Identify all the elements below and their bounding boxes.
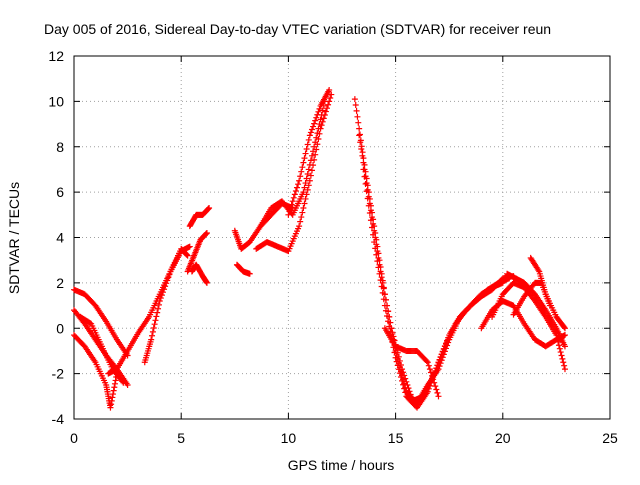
data-layer <box>71 87 568 411</box>
data-point <box>434 390 440 396</box>
label-layer: 0 5 10 15 20 25 -4 -2 0 2 4 6 8 10 12 <box>48 48 618 446</box>
data-point <box>306 137 312 143</box>
y-tick-label: 6 <box>56 184 64 200</box>
data-point <box>300 160 306 166</box>
y-tick-label: 8 <box>56 139 64 155</box>
data-point <box>112 381 118 387</box>
data-point <box>315 109 321 115</box>
x-tick-label: 20 <box>495 430 511 446</box>
data-point <box>298 214 304 220</box>
data-point <box>298 169 304 175</box>
series-track-n <box>285 87 332 218</box>
x-tick-label: 0 <box>70 430 78 446</box>
data-point <box>307 132 313 138</box>
data-point <box>559 356 565 362</box>
data-point <box>300 205 306 211</box>
data-point <box>357 131 363 137</box>
y-tick-label: 0 <box>56 320 64 336</box>
y-axis-label: SDTVAR / TECUs <box>6 182 22 294</box>
data-point <box>301 200 307 206</box>
data-point <box>301 155 307 161</box>
data-point <box>352 96 358 102</box>
data-point <box>150 329 156 335</box>
data-point <box>309 167 315 173</box>
data-point <box>562 366 568 372</box>
y-tick-label: 12 <box>48 48 64 64</box>
y-tick-label: 10 <box>48 93 64 109</box>
x-tick-label: 15 <box>388 430 404 446</box>
x-tick-label: 25 <box>602 430 618 446</box>
data-point <box>432 383 438 389</box>
series-track-i <box>187 205 212 229</box>
data-point <box>309 127 315 133</box>
data-point <box>559 352 565 358</box>
data-point <box>311 121 317 127</box>
data-point <box>557 346 563 352</box>
data-point <box>353 102 359 108</box>
data-point <box>297 219 303 225</box>
data-point <box>149 333 155 339</box>
data-point <box>358 146 364 152</box>
data-point <box>312 118 318 124</box>
data-point <box>356 126 362 132</box>
data-point <box>308 129 314 135</box>
data-point <box>294 185 300 191</box>
data-point <box>151 325 157 331</box>
data-point <box>303 151 309 157</box>
chart-title: Day 005 of 2016, Sidereal Day-to-day VTE… <box>44 21 551 37</box>
data-point <box>435 393 441 399</box>
data-point <box>155 306 161 312</box>
x-tick-label: 5 <box>177 430 185 446</box>
data-point <box>354 108 360 114</box>
chart-svg: 0 5 10 15 20 25 -4 -2 0 2 4 6 8 10 12 Day 005 of 2016,… <box>0 0 640 480</box>
series-track-f <box>142 244 193 366</box>
series-track-e <box>105 246 190 377</box>
y-tick-label: 4 <box>56 230 64 246</box>
series-track-p <box>356 132 512 403</box>
data-point <box>152 321 158 327</box>
data-point <box>299 210 305 216</box>
data-point <box>153 313 159 319</box>
y-tick-label: -4 <box>52 411 65 427</box>
grid-layer <box>74 56 610 419</box>
data-point <box>305 141 311 147</box>
data-point <box>304 146 310 152</box>
data-point <box>297 173 303 179</box>
data-point <box>292 191 298 197</box>
data-point <box>560 359 566 365</box>
data-point <box>109 394 115 400</box>
x-axis-label: GPS time / hours <box>288 457 395 473</box>
data-point <box>296 178 302 184</box>
data-point <box>293 188 299 194</box>
y-tick-label: 2 <box>56 275 64 291</box>
series-track-r <box>382 325 442 399</box>
data-point <box>290 198 296 204</box>
data-point <box>295 181 301 187</box>
data-point <box>152 317 158 323</box>
data-point <box>561 363 567 369</box>
data-point <box>310 124 316 130</box>
data-point <box>299 164 305 170</box>
data-point <box>111 388 117 394</box>
data-point <box>355 120 361 126</box>
series-track-k <box>234 262 253 277</box>
chart: 0 5 10 15 20 25 -4 -2 0 2 4 6 8 10 12 Day 005 of 2016,… <box>0 0 640 480</box>
data-point <box>111 384 117 390</box>
data-point <box>427 366 433 372</box>
y-tick-label: -2 <box>52 366 65 382</box>
data-point <box>306 166 312 172</box>
data-point <box>307 162 313 168</box>
data-point <box>291 195 297 201</box>
data-point <box>354 114 360 120</box>
data-point <box>323 109 329 115</box>
x-tick-label: 10 <box>281 430 297 446</box>
data-point <box>314 112 320 118</box>
data-point <box>433 387 439 393</box>
data-point <box>325 102 331 108</box>
data-point <box>558 349 564 355</box>
